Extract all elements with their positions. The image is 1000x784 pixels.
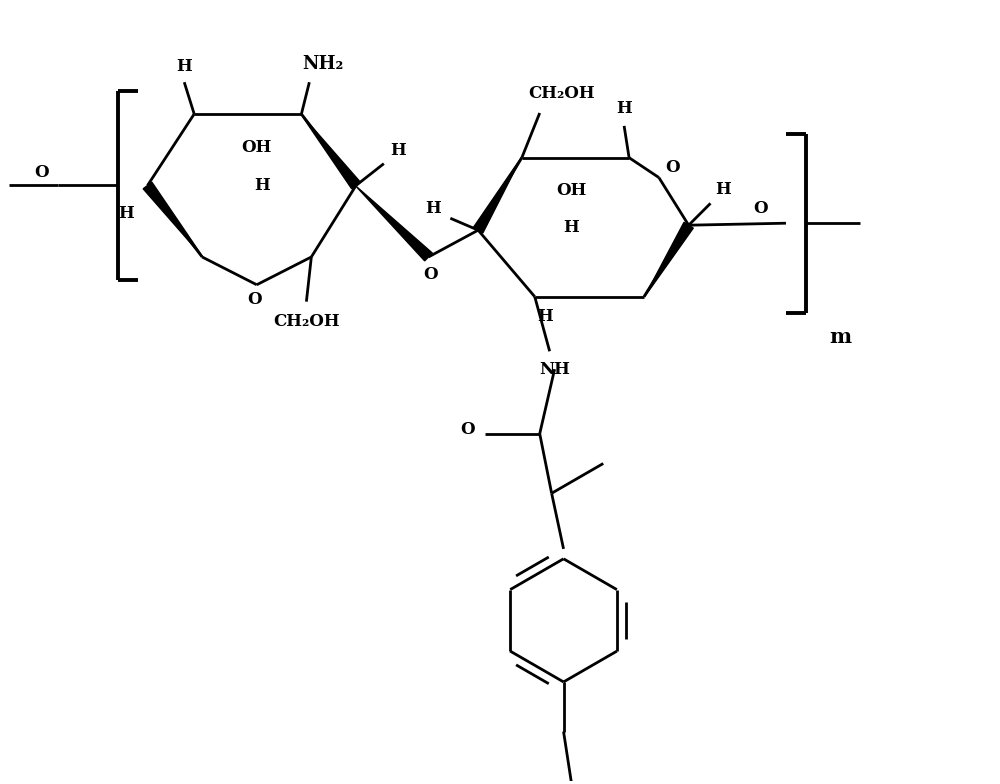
Text: OH: OH [242,140,272,156]
Text: OH: OH [556,182,587,199]
Text: m: m [830,328,852,347]
Text: H: H [176,58,192,74]
Polygon shape [644,223,693,297]
Text: O: O [423,267,438,283]
Text: O: O [753,200,767,217]
Text: NH: NH [539,361,570,378]
Text: O: O [34,164,49,181]
Text: NH₂: NH₂ [303,56,344,74]
Text: CH₂OH: CH₂OH [528,85,595,102]
Text: O: O [460,421,475,438]
Text: H: H [537,308,553,325]
Text: H: H [254,177,270,194]
Text: O: O [665,159,680,176]
Polygon shape [143,182,203,256]
Text: H: H [426,200,441,217]
Polygon shape [473,158,521,233]
Text: CH₂OH: CH₂OH [273,313,340,330]
Text: H: H [716,181,731,198]
Text: O: O [247,291,262,308]
Text: H: H [390,142,406,159]
Polygon shape [356,186,432,261]
Text: H: H [118,205,134,222]
Text: H: H [564,219,579,236]
Text: H: H [616,100,632,117]
Polygon shape [301,114,360,189]
